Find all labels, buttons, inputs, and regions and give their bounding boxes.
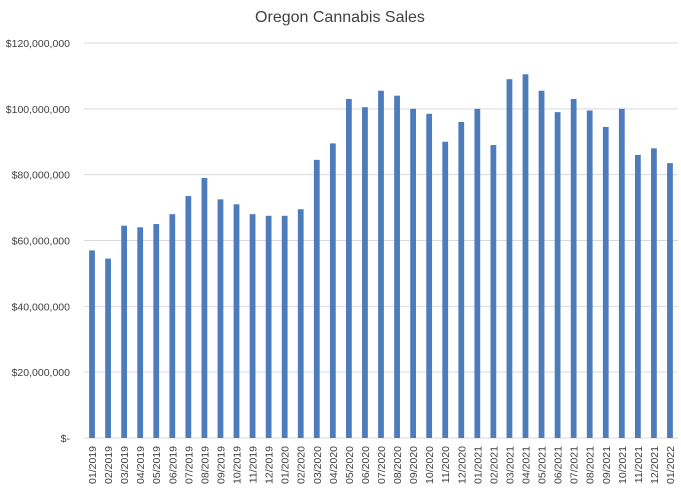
bar-11-2019 — [249, 214, 256, 438]
x-tick-label: 08/2020 — [392, 446, 404, 484]
x-tick-label: 12/2019 — [264, 446, 276, 484]
chart-title: Oregon Cannabis Sales — [255, 9, 425, 26]
y-tick-label: $40,000,000 — [12, 301, 71, 313]
bar-03-2020 — [313, 159, 320, 438]
x-tick-label: 03/2021 — [504, 446, 516, 484]
x-tick-label: 02/2020 — [296, 446, 308, 484]
x-tick-label: 11/2021 — [633, 446, 645, 483]
x-tick-label: 05/2020 — [344, 446, 356, 484]
x-tick-label: 03/2020 — [312, 446, 324, 484]
bar-07-2019 — [185, 196, 192, 438]
bar-11-2020 — [442, 141, 449, 438]
x-tick-label: 01/2021 — [472, 446, 484, 484]
bar-11-2021 — [634, 154, 641, 439]
x-tick-label: 07/2020 — [376, 446, 388, 484]
bar-08-2020 — [394, 95, 400, 439]
x-tick-label: 06/2021 — [553, 446, 565, 484]
x-tick-label: 01/2022 — [665, 446, 677, 484]
x-tick-label: 05/2021 — [537, 446, 549, 484]
y-tick-label: $80,000,000 — [12, 170, 71, 182]
bar-10-2019 — [233, 204, 240, 438]
bar-07-2020 — [378, 90, 384, 438]
x-tick-label: 03/2019 — [119, 446, 131, 484]
x-tick-label: 09/2021 — [601, 446, 613, 484]
x-tick-label: 01/2019 — [87, 446, 99, 484]
x-tick-label: 12/2020 — [456, 446, 468, 484]
bar-04-2020 — [329, 143, 336, 438]
x-tick-label: 02/2021 — [488, 446, 500, 484]
bar-02-2020 — [297, 209, 304, 438]
x-tick-label: 05/2019 — [151, 446, 163, 484]
x-tick-label: 07/2021 — [569, 446, 581, 484]
x-tick-label: 01/2020 — [280, 446, 292, 484]
y-axis-tick-labels: $- $20,000,000 $40,000,000 $60,000,000 $80,0… — [6, 38, 71, 445]
y-tick-label: $60,000,000 — [12, 236, 71, 248]
bar-03-2019 — [121, 225, 128, 438]
bar-12-2019 — [265, 215, 272, 438]
bar-06-2020 — [362, 107, 368, 438]
y-tick-label: $- — [61, 433, 71, 445]
bar-05-2019 — [153, 224, 160, 438]
y-tick-label: $120,000,000 — [6, 38, 70, 50]
y-tick-label: $100,000,000 — [6, 104, 70, 116]
x-tick-label: 10/2021 — [617, 446, 629, 484]
x-axis-tick-labels: 01/2019 02/2019 03/2019 04/2019 05/2019 06/20… — [87, 446, 677, 484]
x-tick-label: 12/2021 — [649, 446, 661, 484]
x-tick-label: 09/2019 — [215, 446, 227, 484]
bar-01-2019 — [89, 250, 95, 439]
bar-05-2020 — [346, 98, 352, 439]
x-tick-label: 09/2020 — [408, 446, 420, 484]
bar-04-2021 — [522, 74, 529, 439]
x-tick-label: 04/2021 — [520, 446, 532, 484]
bar-01-2022 — [667, 163, 673, 438]
bar-08-2019 — [201, 177, 208, 438]
x-tick-label: 06/2020 — [360, 446, 372, 484]
x-tick-label: 04/2020 — [328, 446, 340, 484]
bar-01-2020 — [281, 215, 288, 438]
x-tick-label: 07/2019 — [183, 446, 195, 484]
x-tick-label: 10/2019 — [232, 446, 244, 484]
bar-10-2020 — [426, 113, 433, 439]
bar-03-2021 — [506, 79, 513, 439]
x-tick-label: 11/2019 — [248, 446, 260, 483]
bar-12-2020 — [458, 122, 465, 438]
bar-09-2019 — [217, 199, 224, 438]
x-tick-label: 10/2020 — [424, 446, 436, 484]
x-tick-label: 08/2019 — [199, 446, 211, 484]
x-tick-label: 06/2019 — [167, 446, 179, 484]
bar-06-2019 — [169, 214, 176, 438]
bar-01-2021 — [474, 108, 481, 438]
bar-02-2021 — [490, 145, 497, 439]
bar-10-2021 — [618, 108, 625, 438]
x-tick-label: 02/2019 — [103, 446, 115, 484]
bar-04-2019 — [137, 227, 144, 438]
bar-08-2021 — [586, 110, 593, 438]
bar-02-2019 — [105, 258, 111, 438]
bar-09-2020 — [410, 108, 416, 438]
bar-05-2021 — [538, 90, 545, 438]
bar-12-2021 — [651, 148, 657, 438]
bar-09-2021 — [602, 126, 609, 438]
bar-07-2021 — [570, 98, 577, 439]
bars — [89, 74, 673, 439]
bar-06-2021 — [554, 112, 561, 439]
y-tick-label: $20,000,000 — [12, 367, 71, 379]
x-tick-label: 04/2019 — [135, 446, 147, 484]
x-tick-label: 11/2020 — [440, 446, 452, 483]
x-tick-label: 08/2021 — [585, 446, 597, 484]
